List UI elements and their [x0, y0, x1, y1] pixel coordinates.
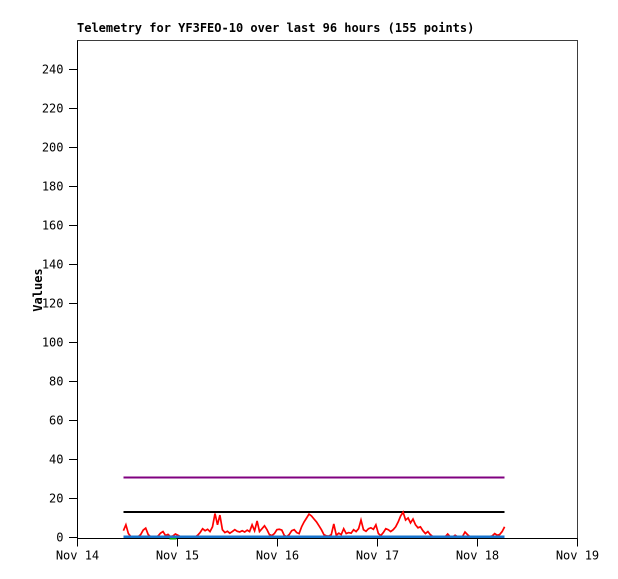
x-tick-label: Nov 16 [256, 549, 299, 563]
x-tick-label: Nov 15 [156, 549, 199, 563]
y-tick-label: 80 [49, 375, 63, 389]
y-tick-label: 20 [49, 492, 63, 506]
y-tick-label: 100 [42, 336, 64, 350]
series-telemetry-red [122, 510, 506, 538]
y-tick-label: 60 [49, 414, 63, 428]
y-tick-label: 240 [42, 63, 64, 77]
y-tick-label: 180 [42, 180, 64, 194]
x-tick-label: Nov 14 [56, 549, 99, 563]
x-tick-label: Nov 19 [556, 549, 599, 563]
y-tick-label: 160 [42, 219, 64, 233]
y-tick-label: 120 [42, 297, 64, 311]
y-tick-label: 140 [42, 258, 64, 272]
y-tick-label: 220 [42, 102, 64, 116]
plot-frame [77, 40, 578, 539]
x-tick-label: Nov 18 [456, 549, 499, 563]
chart-title: Telemetry for YF3FEO-10 over last 96 hou… [77, 21, 475, 35]
y-tick-label: 200 [42, 141, 64, 155]
x-tick-label: Nov 17 [356, 549, 399, 563]
y-tick-label: 0 [56, 531, 63, 545]
y-tick-label: 40 [49, 453, 63, 467]
